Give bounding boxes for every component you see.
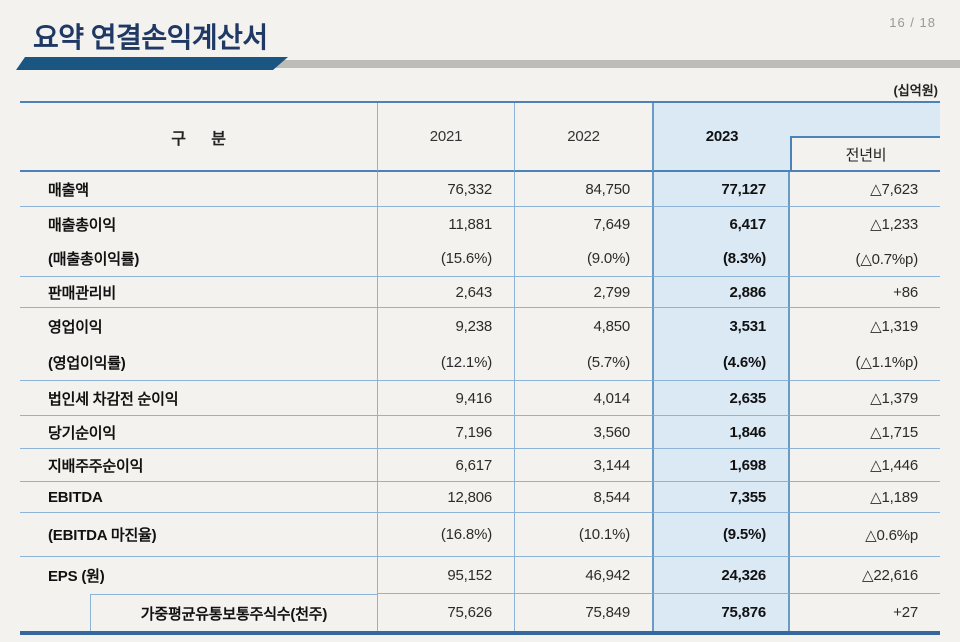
table-row-gross-profit: 매출총이익 (매출총이익률) 11,881 (15.6%) 7,649 (9.0… [20, 207, 940, 277]
unit-label: (십억원) [893, 83, 938, 98]
row-sub-label: (매출총이익률) [48, 251, 140, 269]
value-2023: (9.5%) [652, 513, 790, 557]
row-label: EPS (원) [48, 568, 105, 585]
header-yoy: 전년비 [790, 136, 940, 170]
value-2023: 2,635 [652, 381, 790, 416]
row-sub-label: (영업이익률) [48, 354, 126, 372]
value-2021: 76,332 [377, 172, 514, 207]
row-label: 영업이익 [48, 318, 103, 336]
value-2022-group: 4,850 (5.7%) [514, 308, 652, 381]
title-underline-gray [268, 60, 960, 68]
value-yoy: △22,616 [790, 557, 940, 594]
value-2023: 1,698 [652, 449, 790, 482]
value-2022: 75,849 [514, 594, 652, 631]
row-label: 판매관리비 [20, 277, 377, 308]
value-2022-group: 7,649 (9.0%) [514, 207, 652, 277]
header-2022: 2022 [514, 103, 652, 172]
value-2023-group: 3,531 (4.6%) [652, 308, 790, 381]
value-2021: (16.8%) [377, 513, 514, 557]
value-yoy: △7,623 [790, 172, 940, 207]
header-2021: 2021 [377, 103, 514, 172]
value-2021: 75,626 [377, 594, 514, 631]
value-2023: 75,876 [652, 594, 790, 631]
table-row-operating-profit: 영업이익 (영업이익률) 9,238 (12.1%) 4,850 (5.7%) … [20, 308, 940, 381]
table-row-sgna: 판매관리비 2,643 2,799 2,886 +86 [20, 277, 940, 308]
value-2022: (10.1%) [514, 513, 652, 557]
header-2023: 2023 [652, 103, 790, 172]
value-yoy: △1,715 [790, 416, 940, 449]
value-2021: 2,643 [377, 277, 514, 308]
value-2021-group: 9,238 (12.1%) [377, 308, 514, 381]
row-label: EBITDA [20, 482, 377, 513]
value-2021: 7,196 [377, 416, 514, 449]
row-label: (EBITDA 마진율) [20, 513, 377, 557]
income-statement-table: 구 분 2021 2022 2023 전년비 매출액 76,332 84,750… [20, 101, 940, 635]
table-header-row: 구 분 2021 2022 2023 전년비 [20, 103, 940, 172]
header-yoy-cell: 전년비 [790, 103, 940, 172]
value-2022: 2,799 [514, 277, 652, 308]
table-row-ebitda: EBITDA 12,806 8,544 7,355 △1,189 [20, 482, 940, 513]
row-label-cell: 가중평균유통보통주식수(천주) [20, 594, 377, 631]
page-title: 요약 연결손익계산서 [33, 22, 268, 53]
value-2021: 9,416 [377, 381, 514, 416]
title-underline-blue [8, 57, 288, 70]
row-label: 가중평균유통보통주식수(천주) [90, 594, 377, 631]
row-label: 매출액 [20, 172, 377, 207]
table-row-eps: EPS (원) 95,152 46,942 24,326 △22,616 [20, 557, 940, 594]
value-2022: 84,750 [514, 172, 652, 207]
table-row-pretax-income: 법인세 차감전 순이익 9,416 4,014 2,635 △1,379 [20, 381, 940, 416]
row-label: 법인세 차감전 순이익 [20, 381, 377, 416]
table-row-revenue: 매출액 76,332 84,750 77,127 △7,623 [20, 172, 940, 207]
value-yoy: △1,189 [790, 482, 940, 513]
value-2023: 1,846 [652, 416, 790, 449]
value-yoy: △1,379 [790, 381, 940, 416]
row-label: 지배주주순이익 [20, 449, 377, 482]
value-2022: 4,014 [514, 381, 652, 416]
value-yoy: △0.6%p [790, 513, 940, 557]
value-yoy: △1,446 [790, 449, 940, 482]
table-row-net-income: 당기순이익 7,196 3,560 1,846 △1,715 [20, 416, 940, 449]
value-2023: 77,127 [652, 172, 790, 207]
header-category: 구 분 [20, 103, 377, 172]
value-2023: 7,355 [652, 482, 790, 513]
row-label: 당기순이익 [20, 416, 377, 449]
value-2021: 12,806 [377, 482, 514, 513]
value-2022: 8,544 [514, 482, 652, 513]
value-yoy-group: △1,233 (△0.7%p) [790, 207, 940, 277]
value-2021: 6,617 [377, 449, 514, 482]
row-label: 매출총이익 [48, 216, 117, 234]
value-2021: 95,152 [377, 557, 514, 594]
page-number: 16 / 18 [889, 15, 936, 30]
value-2021-group: 11,881 (15.6%) [377, 207, 514, 277]
table-row-ebitda-margin: (EBITDA 마진율) (16.8%) (10.1%) (9.5%) △0.6… [20, 513, 940, 557]
value-yoy-group: △1,319 (△1.1%p) [790, 308, 940, 381]
value-2022: 46,942 [514, 557, 652, 594]
value-yoy: +27 [893, 604, 918, 621]
row-label-group: 매출총이익 (매출총이익률) [20, 207, 377, 277]
row-label-group: 영업이익 (영업이익률) [20, 308, 377, 381]
table-row-weighted-avg-shares: 가중평균유통보통주식수(천주) 75,626 75,849 75,876 +27 [20, 594, 940, 631]
value-2023: 2,886 [652, 277, 790, 308]
value-2022: 3,144 [514, 449, 652, 482]
value-2022: 3,560 [514, 416, 652, 449]
table-row-controlling-net-income: 지배주주순이익 6,617 3,144 1,698 △1,446 [20, 449, 940, 482]
value-2023: 24,326 [652, 557, 790, 594]
value-yoy: +86 [790, 277, 940, 308]
value-2023-group: 6,417 (8.3%) [652, 207, 790, 277]
